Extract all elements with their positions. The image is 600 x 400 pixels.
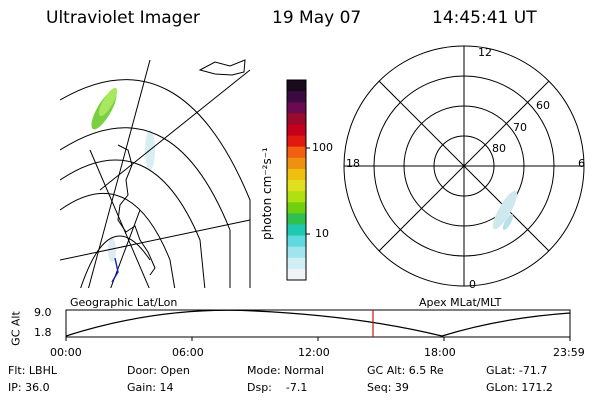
- colorbar-segment: [287, 257, 306, 270]
- instrument-title: Ultraviolet Imager: [46, 8, 200, 28]
- info-filter: Flt: LBHL: [8, 364, 57, 377]
- info-glon: GLon: 171.2: [486, 381, 553, 394]
- x-tick-1200: 12:00: [298, 346, 330, 359]
- colorbar-segment: [287, 168, 306, 181]
- colorbar-segment: [287, 102, 306, 114]
- colorbar-tick-100: 100: [312, 141, 333, 154]
- lat-label-70: 70: [513, 121, 527, 134]
- mlt-label-6: 6: [578, 157, 585, 170]
- mlt-label-12: 12: [478, 46, 492, 59]
- info-dsp: Dsp: -7.1: [247, 381, 308, 394]
- colorbar-segment: [287, 113, 306, 125]
- observation-time: 14:45:41 UT: [432, 8, 537, 28]
- lat-label-60: 60: [536, 99, 550, 112]
- colorbar-tick-10: 10: [315, 227, 329, 240]
- observation-date: 19 May 07: [272, 8, 362, 28]
- colorbar-segment: [287, 146, 306, 159]
- colorbar-segment: [287, 191, 306, 203]
- y-tick-bottom: 1.8: [34, 326, 52, 339]
- colorbar-unit-label: photon cm⁻²s⁻¹: [260, 147, 274, 240]
- colorbar-segment: [287, 135, 306, 148]
- info-mode: Mode: Normal: [247, 364, 324, 377]
- info-gain: Gain: 14: [127, 381, 174, 394]
- colorbar-segment: [287, 80, 306, 92]
- info-glat: GLat: -71.7: [486, 364, 548, 377]
- colorbar-segment: [287, 246, 306, 259]
- timeline-left-title: Geographic Lat/Lon: [70, 296, 178, 309]
- colorbar-segment: [287, 213, 306, 225]
- x-tick-0600: 06:00: [172, 346, 204, 359]
- lat-label-80: 80: [492, 142, 506, 155]
- x-tick-2359: 23:59: [553, 346, 585, 359]
- colorbar-segment: [287, 180, 306, 192]
- colorbar-segment: [287, 202, 306, 214]
- x-tick-0000: 00:00: [50, 346, 82, 359]
- timeline-axis-label: GC Alt: [9, 311, 23, 346]
- colorbar-segment: [287, 235, 306, 248]
- y-tick-top: 9.0: [34, 306, 52, 319]
- colorbar-segment: [287, 268, 306, 281]
- x-tick-1800: 18:00: [424, 346, 456, 359]
- info-ip: IP: 36.0: [8, 381, 50, 394]
- colorbar-segment: [287, 157, 306, 170]
- timeline-right-title: Apex MLat/MLT: [419, 296, 502, 309]
- info-gc-alt: GC Alt: 6.5 Re: [367, 364, 444, 377]
- colorbar-segment: [287, 91, 306, 103]
- info-seq: Seq: 39: [367, 381, 409, 394]
- colorbar-segment: [287, 224, 306, 237]
- mlt-label-0: 0: [469, 278, 476, 291]
- colorbar-segment: [287, 124, 306, 137]
- info-door: Door: Open: [127, 364, 190, 377]
- mlt-label-18: 18: [346, 157, 360, 170]
